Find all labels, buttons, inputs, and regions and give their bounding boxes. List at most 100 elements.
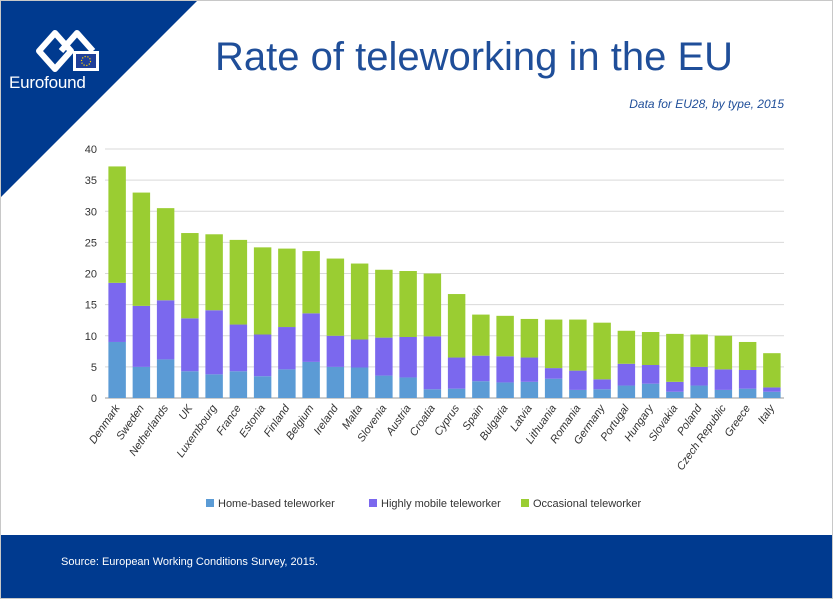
bar-segment <box>278 369 296 398</box>
bar-segment <box>326 258 345 336</box>
bar-segment <box>617 385 636 398</box>
x-tick-label: Croatia <box>408 403 438 439</box>
bar-segment <box>205 310 223 375</box>
bar-segment <box>302 251 320 314</box>
y-tick-label: 15 <box>85 300 97 312</box>
bar-segment <box>690 385 708 398</box>
bar-segment <box>205 234 223 311</box>
eurofound-logo-icon <box>36 30 99 72</box>
bar-segment <box>496 315 514 357</box>
bar-segment <box>302 361 320 398</box>
bar-segment <box>423 273 442 337</box>
bar-segment <box>763 353 781 388</box>
bar-segment <box>132 192 151 306</box>
x-tick-label: Denmark <box>87 402 123 446</box>
bar-segment <box>641 365 660 384</box>
page-title: Rate of teleworking in the EU <box>215 35 734 79</box>
bar-segment <box>302 313 320 362</box>
bar-segment <box>447 357 466 389</box>
bar-segment <box>253 376 272 398</box>
bar-segment <box>278 248 296 328</box>
bar-segment <box>156 300 175 360</box>
bar-segment <box>108 341 126 398</box>
x-tick-label: UK <box>177 402 196 422</box>
legend-swatch <box>206 499 214 507</box>
bar-segment <box>108 282 126 342</box>
bar-segment <box>375 269 393 338</box>
bar-segment <box>447 388 466 398</box>
x-tick-label: Greece <box>723 403 754 439</box>
bar-segment <box>375 375 393 398</box>
stacked-bar-chart: 0510152025303540DenmarkSwedenNetherlands… <box>85 144 784 510</box>
bar-segment <box>253 247 272 335</box>
footer-band: Source: European Working Conditions Surv… <box>1 535 832 598</box>
bar-segment <box>520 357 539 382</box>
bar-segment <box>569 370 587 390</box>
bar-segment <box>326 366 345 398</box>
bar-segment <box>205 374 223 398</box>
bar-segment <box>108 166 126 283</box>
bar-segment <box>544 378 563 398</box>
source-note: Source: European Working Conditions Surv… <box>61 556 319 568</box>
legend-label: Home-based teleworker <box>218 498 335 510</box>
bar-segment <box>714 389 733 398</box>
bar-segment <box>156 208 175 301</box>
bar-segment <box>641 383 660 398</box>
bar-segment <box>132 305 151 367</box>
y-tick-label: 40 <box>85 144 97 156</box>
bar-segment <box>350 263 369 340</box>
bar-segment <box>423 336 442 390</box>
bar-segment <box>229 239 248 325</box>
y-tick-label: 0 <box>91 393 97 405</box>
y-tick-label: 30 <box>85 206 97 218</box>
y-tick-label: 35 <box>85 175 97 187</box>
bar-segment <box>714 369 733 390</box>
bar-segment <box>617 330 636 364</box>
y-tick-label: 10 <box>85 331 97 343</box>
bar-segment <box>181 233 199 319</box>
bar-segment <box>399 377 417 398</box>
bar-segment <box>544 368 563 379</box>
legend-swatch <box>369 499 377 507</box>
bar-segment <box>229 371 248 398</box>
bar-segment <box>690 366 708 386</box>
legend-label: Highly mobile teleworker <box>381 498 501 510</box>
bar-segment <box>181 371 199 398</box>
bar-segment <box>738 341 757 370</box>
brand-name: Eurofound <box>9 73 86 92</box>
bar-segment <box>496 382 514 398</box>
bar-segment <box>496 356 514 383</box>
bar-segment <box>593 389 611 398</box>
y-tick-label: 25 <box>85 237 97 249</box>
bar-segment <box>738 369 757 389</box>
bar-segment <box>520 381 539 398</box>
legend-label: Occasional teleworker <box>533 498 642 510</box>
bar-segment <box>569 319 587 371</box>
bar-segment <box>593 322 611 380</box>
bar-segment <box>181 318 199 372</box>
legend-swatch <box>521 499 529 507</box>
bar-segment <box>423 389 442 398</box>
bar-segment <box>350 367 369 398</box>
bar-segment <box>544 319 563 369</box>
bar-segment <box>763 387 781 392</box>
bar-segment <box>763 391 781 398</box>
bar-segment <box>278 327 296 370</box>
x-tick-label: Italy <box>756 402 778 427</box>
bar-segment <box>326 335 345 367</box>
page-subtitle: Data for EU28, by type, 2015 <box>629 97 784 111</box>
bar-segment <box>617 363 636 386</box>
x-tick-label: Cyprus <box>432 402 462 438</box>
bar-segment <box>350 339 369 368</box>
bar-segment <box>520 318 539 358</box>
bar-segment <box>569 389 587 398</box>
bar-segment <box>229 324 248 372</box>
bar-segment <box>641 332 660 366</box>
bar-segment <box>690 334 708 367</box>
y-tick-label: 5 <box>91 362 97 374</box>
bar-segment <box>472 314 490 356</box>
bar-segment <box>666 333 684 382</box>
bar-segment <box>399 336 417 378</box>
y-tick-label: 20 <box>85 269 97 281</box>
